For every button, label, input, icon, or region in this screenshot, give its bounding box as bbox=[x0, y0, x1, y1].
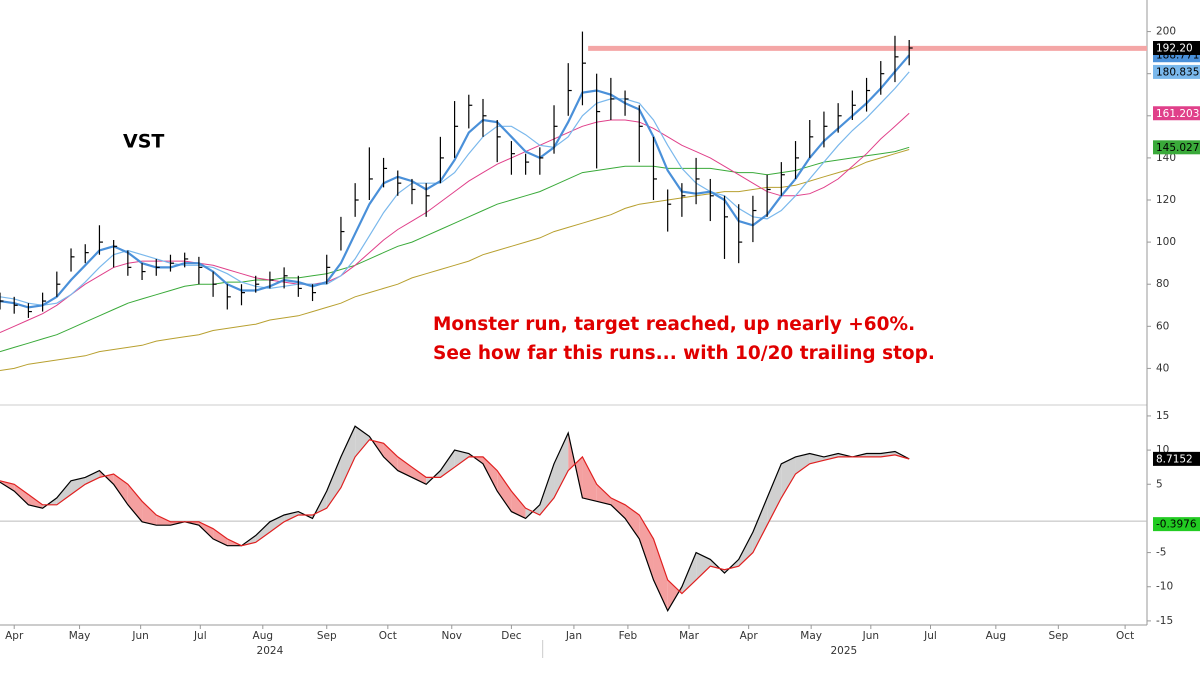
oscillator-fill bbox=[610, 497, 626, 519]
zero-line-label-box bbox=[1153, 517, 1200, 532]
oscillator-fill bbox=[127, 484, 143, 522]
oscillator-fill bbox=[625, 504, 640, 539]
oscillator-fill bbox=[383, 443, 398, 471]
y-tick-label: -10 bbox=[1156, 581, 1173, 593]
x-tick-label: Apr bbox=[5, 630, 24, 642]
oscillator-fill bbox=[255, 521, 270, 543]
oscillator-fill bbox=[554, 433, 569, 498]
oscillator-fill bbox=[85, 470, 100, 485]
annotation: See how far this runs... with 10/20 trai… bbox=[433, 343, 935, 364]
x-tick-label: Jul bbox=[923, 630, 937, 642]
x-tick-label: Mar bbox=[679, 630, 699, 642]
oscillator-fill bbox=[454, 450, 469, 468]
moving-average bbox=[0, 146, 910, 353]
oscillator-fill bbox=[582, 456, 597, 502]
x-tick-label: Feb bbox=[619, 630, 638, 642]
last-price-label: 192.20 bbox=[1156, 43, 1193, 55]
x-tick-label: Jul bbox=[193, 630, 207, 642]
year-label: 2025 bbox=[830, 645, 857, 657]
oscillator-fill bbox=[71, 477, 86, 495]
oscillator-fill bbox=[696, 552, 711, 580]
oscillator-fill bbox=[823, 453, 839, 461]
oscillator-fill bbox=[397, 456, 412, 478]
moving-average bbox=[0, 71, 910, 306]
oscillator-fill bbox=[667, 579, 682, 611]
oscillator-fill bbox=[28, 494, 43, 509]
x-tick-label: May bbox=[69, 630, 91, 642]
oscillator-fill bbox=[440, 450, 455, 478]
oscillator-fill bbox=[639, 515, 654, 580]
y-tick-label: 40 bbox=[1156, 362, 1169, 374]
oscillator-fill bbox=[752, 497, 768, 553]
moving-average bbox=[0, 149, 910, 371]
x-tick-label: Nov bbox=[441, 630, 462, 642]
last-value-label: 145.027 bbox=[1156, 142, 1199, 154]
oscillator-fill bbox=[795, 453, 810, 475]
oscillator-fill bbox=[738, 532, 753, 567]
x-tick-label: Sep bbox=[317, 630, 337, 642]
oscillator-fill bbox=[866, 453, 881, 457]
y-tick-label: 5 bbox=[1156, 478, 1163, 490]
oscillator-fill bbox=[596, 484, 611, 505]
y-tick-label: 15 bbox=[1156, 410, 1169, 422]
annotation: Monster run, target reached, up nearly +… bbox=[433, 314, 915, 335]
y-tick-label: 200 bbox=[1156, 26, 1176, 38]
last-value-label: 180.8359 bbox=[1156, 66, 1200, 78]
x-tick-label: Jun bbox=[131, 630, 148, 642]
oscillator-fill bbox=[213, 528, 228, 546]
oscillator-fill bbox=[511, 491, 526, 519]
oscillator-fill bbox=[525, 504, 540, 519]
oscillator-fill bbox=[468, 453, 484, 464]
x-tick-label: May bbox=[800, 630, 822, 642]
oscillator-fill bbox=[483, 456, 498, 492]
x-tick-label: Oct bbox=[1116, 630, 1134, 642]
x-tick-label: Jan bbox=[565, 630, 582, 642]
oscillator-fill bbox=[42, 497, 57, 509]
x-tick-label: Aug bbox=[253, 630, 274, 642]
last-value-label-box bbox=[1153, 106, 1200, 121]
x-tick-label: Apr bbox=[740, 630, 759, 642]
oscillator-fill bbox=[411, 467, 427, 485]
oscillator-fill bbox=[142, 501, 157, 526]
x-tick-label: Sep bbox=[1048, 630, 1068, 642]
year-label: 2024 bbox=[257, 645, 284, 657]
x-tick-label: Jun bbox=[862, 630, 879, 642]
ticker-title: VST bbox=[123, 131, 164, 153]
last-value-label: 161.2034 bbox=[1156, 108, 1200, 120]
moving-average bbox=[0, 112, 910, 334]
oscillator-line bbox=[0, 425, 910, 612]
x-tick-label: Aug bbox=[986, 630, 1007, 642]
last-value-label-box bbox=[1153, 451, 1200, 466]
oscillator-fill bbox=[497, 470, 512, 512]
y-tick-label: -15 bbox=[1156, 615, 1173, 627]
oscillator-fill bbox=[14, 484, 29, 505]
last-value-label-box bbox=[1153, 64, 1200, 79]
oscillator-fill bbox=[156, 515, 171, 526]
y-tick-label: 80 bbox=[1156, 278, 1169, 290]
oscillator-fill bbox=[781, 456, 796, 498]
x-tick-label: Dec bbox=[501, 630, 522, 642]
oscillator-fill bbox=[326, 456, 341, 509]
y-tick-label: 100 bbox=[1156, 236, 1176, 248]
y-tick-label: 60 bbox=[1156, 320, 1169, 332]
last-price-label-box bbox=[1153, 41, 1200, 55]
oscillator-fill bbox=[340, 426, 356, 488]
last-value-label: 8.7152 bbox=[1156, 453, 1193, 465]
oscillator-line bbox=[0, 439, 910, 595]
last-value-label-box bbox=[1153, 140, 1200, 155]
oscillator-fill bbox=[880, 451, 895, 457]
y-tick-label: 140 bbox=[1156, 152, 1176, 164]
y-tick-label: -5 bbox=[1156, 547, 1166, 559]
oscillator-fill bbox=[653, 538, 668, 611]
x-tick-label: Oct bbox=[379, 630, 397, 642]
moving-average bbox=[0, 54, 911, 309]
zero-line-label: -0.3976 bbox=[1156, 519, 1197, 531]
oscillator-fill bbox=[56, 480, 72, 505]
oscillator-fill bbox=[767, 463, 782, 526]
y-tick-label: 120 bbox=[1156, 194, 1176, 206]
oscillator-fill bbox=[269, 515, 285, 533]
